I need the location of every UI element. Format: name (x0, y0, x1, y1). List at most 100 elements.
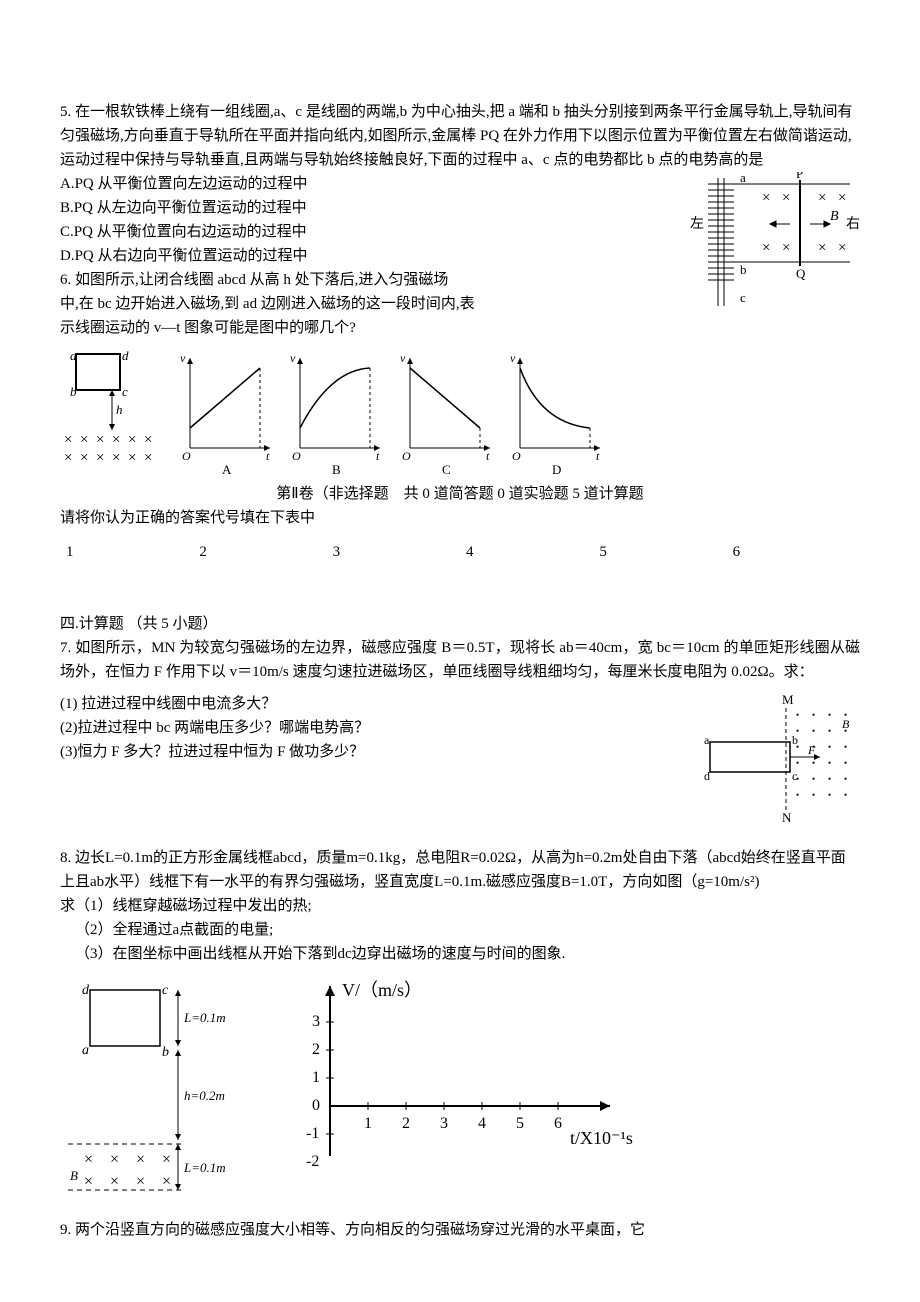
svg-text:-1: -1 (306, 1125, 319, 1142)
q6-number: 6. (60, 272, 71, 288)
q8-figures: d c a b L=0.1m h=0.2m ×××× ×××× B L=0.1m (60, 976, 860, 1206)
q6-text3: 示线圈运动的 v—t 图象可能是图中的哪几个? (60, 316, 860, 340)
svg-text:d: d (704, 769, 710, 783)
q6-figures: a d b c h ×××××× ×××××× v t O (60, 348, 860, 478)
svg-text:3: 3 (440, 1115, 448, 1132)
svg-text:×: × (136, 1173, 145, 1190)
svg-text:×: × (64, 432, 72, 448)
svg-text:D: D (552, 462, 561, 477)
svg-text:O: O (512, 449, 521, 463)
svg-text:•: • (828, 710, 831, 720)
svg-text:O: O (182, 449, 191, 463)
q5-P: P (796, 172, 803, 181)
svg-text:×: × (838, 190, 846, 206)
svg-text:•: • (812, 758, 815, 768)
svg-text:×: × (84, 1173, 93, 1190)
svg-text:•: • (812, 726, 815, 736)
svg-text:•: • (844, 742, 847, 752)
question-8: 8. 边长L=0.1m的正方形金属线框abcd，质量m=0.1kg，总电阻R=0… (60, 846, 860, 966)
svg-text:B: B (70, 1168, 78, 1183)
q9-text: 两个沿竖直方向的磁感应强度大小相等、方向相反的匀强磁场穿过光滑的水平桌面，它 (75, 1222, 645, 1238)
svg-text:•: • (812, 774, 815, 784)
svg-text:d: d (122, 348, 129, 363)
svg-text:b: b (162, 1045, 169, 1060)
svg-text:M: M (782, 692, 794, 707)
svg-text:×: × (64, 450, 72, 466)
svg-text:•: • (796, 710, 799, 720)
svg-text:×: × (128, 432, 136, 448)
svg-text:×: × (144, 432, 152, 448)
svg-text:×: × (112, 450, 120, 466)
svg-text:c: c (162, 983, 169, 998)
svg-text:•: • (828, 774, 831, 784)
svg-text:-2: -2 (306, 1153, 319, 1170)
ans-col-1: 1 (60, 536, 193, 568)
svg-text:B: B (842, 717, 850, 731)
svg-text:N: N (782, 810, 792, 822)
q7-text: 如图所示，MN 为较宽匀强磁场的左边界，磁感应强度 B＝0.5T，现将长 ab＝… (60, 640, 860, 680)
svg-text:v: v (400, 351, 406, 365)
svg-text:•: • (828, 742, 831, 752)
q8-p2: （2）全程通过a点截面的电量; (60, 918, 860, 942)
section4-heading: 四.计算题 （共 5 小题） (60, 612, 860, 636)
svg-text:v: v (180, 351, 186, 365)
svg-text:•: • (828, 726, 831, 736)
svg-text:×: × (162, 1173, 171, 1190)
svg-text:A: A (222, 462, 232, 477)
q8-number: 8. (60, 850, 71, 866)
svg-text:×: × (84, 1151, 93, 1168)
svg-text:1: 1 (364, 1115, 372, 1132)
svg-text:d: d (82, 983, 90, 998)
answer-table: 1 2 3 4 5 6 (60, 536, 860, 600)
svg-text:t: t (266, 449, 270, 463)
svg-text:v: v (510, 351, 516, 365)
svg-text:t: t (486, 449, 490, 463)
q5-right: 右 (846, 216, 860, 232)
svg-text:t: t (376, 449, 380, 463)
q5-B: B (830, 209, 839, 224)
svg-text:•: • (796, 742, 799, 752)
svg-text:×: × (144, 450, 152, 466)
svg-text:×: × (96, 450, 104, 466)
q5-left: 左 (690, 216, 704, 232)
svg-text:h: h (116, 402, 123, 417)
q7-figure: M N a d b c F •••• •••• •••• •••• •••• •… (690, 692, 860, 822)
svg-text:•: • (844, 790, 847, 800)
fill-instruction: 请将你认为正确的答案代号填在下表中 (60, 506, 860, 530)
svg-text:•: • (796, 774, 799, 784)
svg-text:×: × (818, 190, 826, 206)
svg-text:×: × (838, 240, 846, 256)
svg-text:C: C (442, 462, 451, 477)
svg-text:t: t (596, 449, 600, 463)
svg-text:•: • (796, 758, 799, 768)
svg-text:•: • (812, 790, 815, 800)
q8-p1: 求（1）线框穿越磁场过程中发出的热; (60, 894, 860, 918)
svg-text:b: b (70, 384, 77, 399)
q5-a-label: a (740, 172, 746, 185)
ans-col-5: 5 (593, 536, 726, 568)
svg-text:×: × (762, 190, 770, 206)
svg-text:×: × (80, 432, 88, 448)
svg-text:•: • (812, 710, 815, 720)
svg-text:L=0.1m: L=0.1m (183, 1010, 226, 1025)
svg-text:•: • (796, 790, 799, 800)
svg-text:×: × (762, 240, 770, 256)
question-7: 7. 如图所示，MN 为较宽匀强磁场的左边界，磁感应强度 B＝0.5T，现将长 … (60, 636, 860, 684)
svg-text:h=0.2m: h=0.2m (184, 1088, 225, 1103)
svg-text:a: a (70, 348, 77, 363)
svg-text:c: c (122, 384, 128, 399)
ans-col-2: 2 (193, 536, 326, 568)
svg-text:0: 0 (312, 1097, 320, 1114)
svg-text:4: 4 (478, 1115, 486, 1132)
svg-text:1: 1 (312, 1069, 320, 1086)
svg-text:×: × (112, 432, 120, 448)
q7-number: 7. (60, 640, 71, 656)
svg-text:•: • (828, 790, 831, 800)
svg-text:×: × (80, 450, 88, 466)
q8-p3: （3）在图坐标中画出线框从开始下落到dc边穿出磁场的速度与时间的图象. (60, 942, 860, 966)
svg-text:×: × (782, 240, 790, 256)
svg-text:×: × (782, 190, 790, 206)
svg-text:•: • (796, 726, 799, 736)
svg-text:v: v (290, 351, 296, 365)
svg-text:5: 5 (516, 1115, 524, 1132)
